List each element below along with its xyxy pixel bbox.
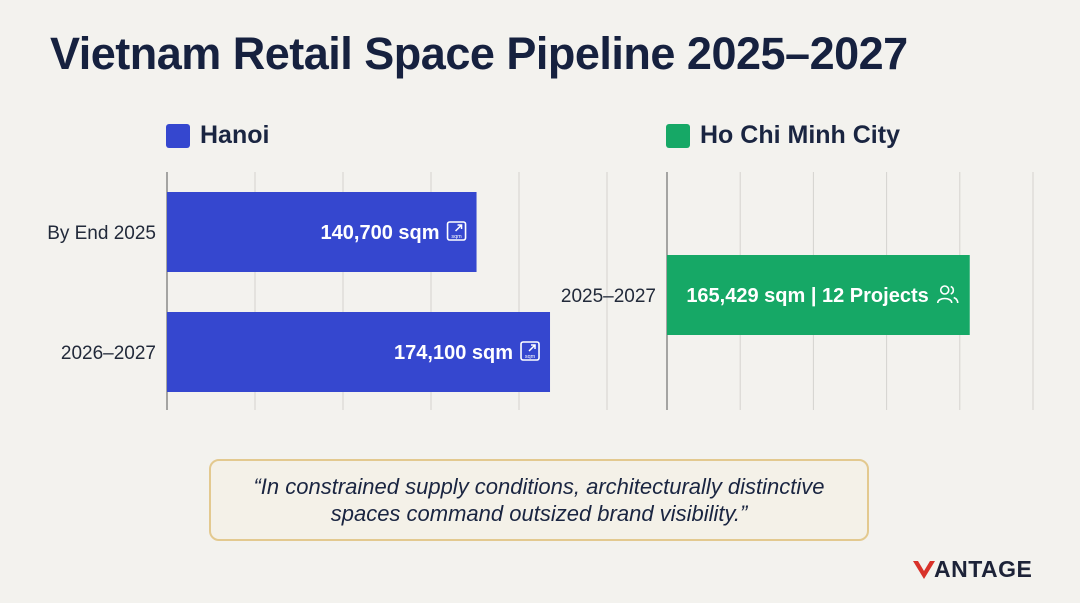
page-title: Vietnam Retail Space Pipeline 2025–2027: [50, 28, 908, 79]
category-label-hanoi-1: 2026–2027: [61, 343, 156, 364]
quote-box: “In constrained supply conditions, archi…: [209, 459, 869, 541]
sqm-icon: sqm: [520, 341, 540, 361]
logo-text: ANTAGE: [934, 556, 1033, 582]
sqm-icon: sqm: [446, 221, 467, 241]
bar-hanoi-0: [167, 192, 477, 272]
category-label-hanoi-0: By End 2025: [47, 223, 156, 244]
legend-swatch-hcmc: [666, 123, 690, 148]
bar-value-label-hanoi-1: 174,100 sqm: [394, 342, 513, 364]
svg-text:sqm: sqm: [525, 354, 536, 360]
v-logo-icon: [913, 560, 935, 579]
people-icon: [936, 285, 959, 304]
quote-text: “In constrained supply conditions, archi…: [253, 474, 825, 526]
bar-value-label-hanoi-0: 140,700 sqm: [321, 222, 440, 244]
bar-hanoi-1: [167, 312, 551, 392]
legend-hanoi: Hanoi: [166, 121, 269, 150]
bar-value-label-hcmc-0: 165,429 sqm | 12 Projects: [686, 285, 928, 307]
legend-label-hcmc: Ho Chi Minh City: [700, 121, 900, 149]
brand-logo: ANTAGE: [912, 556, 1032, 583]
svg-text:sqm: sqm: [451, 234, 462, 240]
legend-hcmc: Ho Chi Minh City: [666, 121, 900, 150]
legend-label-hanoi: Hanoi: [200, 121, 270, 149]
bar-hcmc-0: [667, 255, 970, 335]
category-label-hcmc-0: 2025–2027: [561, 286, 656, 307]
legend-swatch-hanoi: [166, 123, 190, 148]
